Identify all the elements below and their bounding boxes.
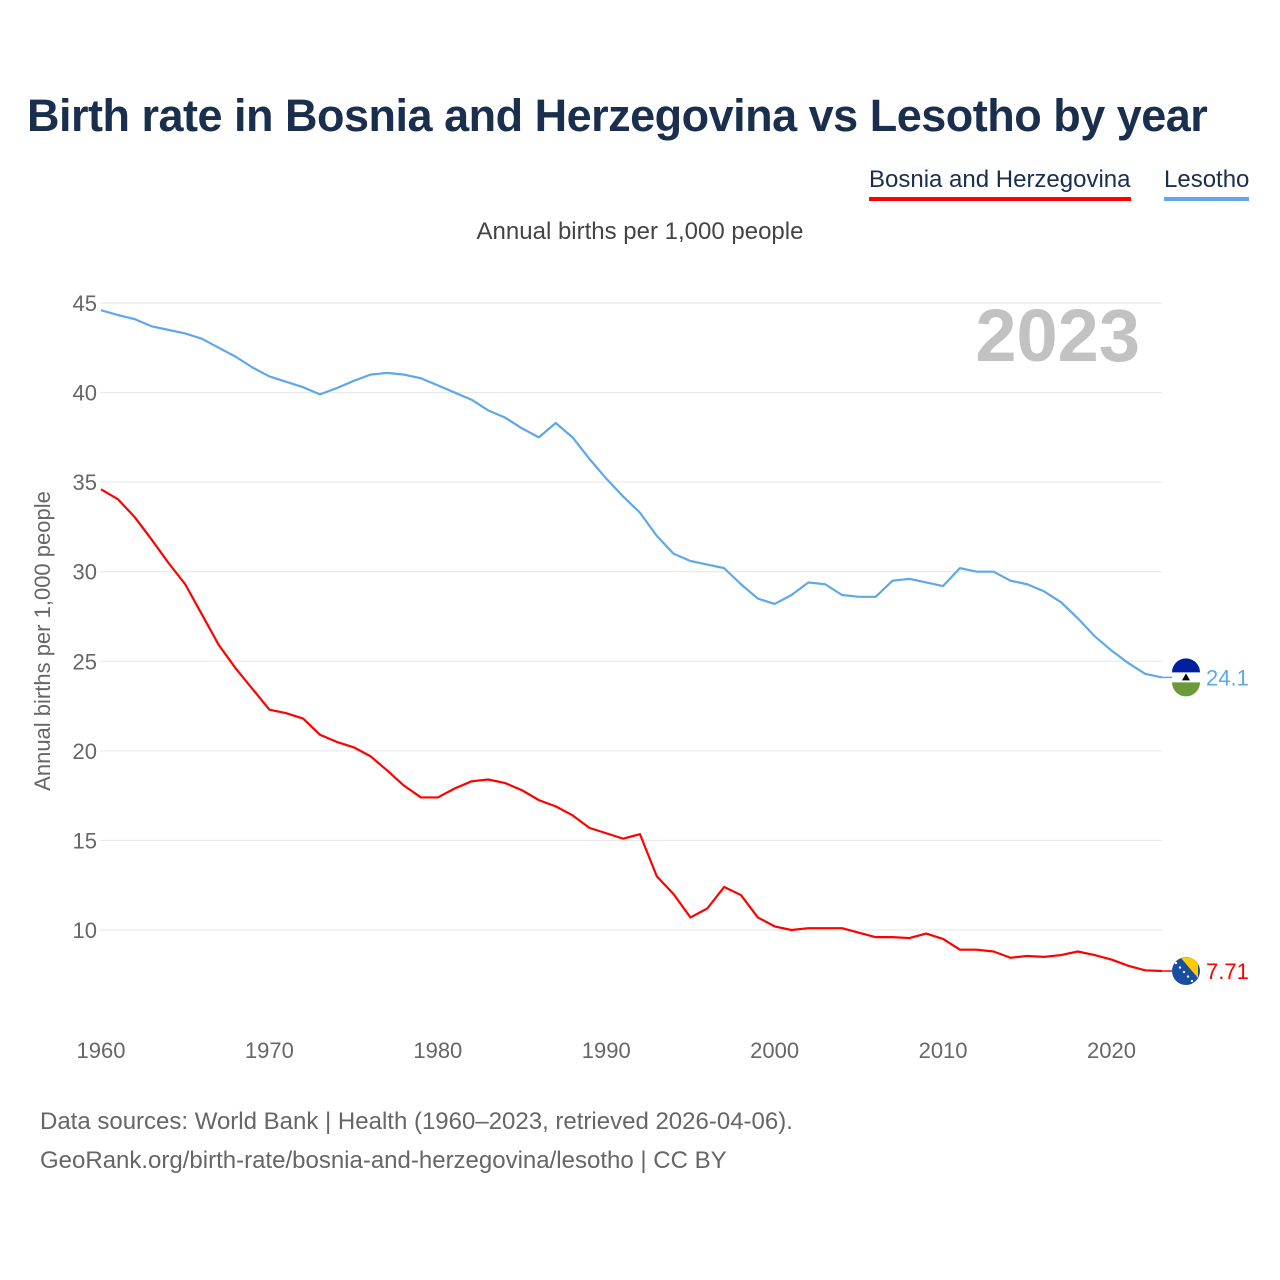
bosnia-flag-icon [1190,979,1194,983]
footer-source: Data sources: World Bank | Health (1960–… [40,1108,793,1135]
chart-subtitle: Annual births per 1,000 people [476,218,804,245]
lesotho-flag-icon [1172,658,1200,673]
y-tick-label: 30 [73,560,97,585]
y-tick-label: 15 [73,828,97,853]
y-tick-label: 35 [73,470,97,495]
y-tick-label: 45 [73,291,97,316]
end-value-label: 7.71 [1206,959,1249,984]
bosnia-flag-icon [1186,975,1190,978]
y-tick-label: 10 [73,918,97,943]
y-tick-label: 20 [73,739,97,764]
y-axis-label: Annual births per 1,000 people [30,491,55,791]
x-tick-label: 1960 [77,1038,126,1063]
legend-bosnia[interactable]: Bosnia and Herzegovina [869,166,1131,201]
year-watermark: 2023 [975,294,1140,377]
end-value-label: 24.1 [1206,665,1249,690]
y-tick-label: 25 [73,649,97,674]
series-line-lesotho [100,309,1163,679]
x-tick-label: 2010 [919,1038,968,1063]
x-tick-label: 1980 [413,1038,462,1063]
bosnia-flag-icon [1178,966,1182,969]
bosnia-flag-icon [1181,957,1198,979]
chart-title: Birth rate in Bosnia and Herzegovina vs … [27,90,1208,141]
legend-lesotho[interactable]: Lesotho [1164,166,1250,201]
x-tick-label: 1990 [582,1038,631,1063]
y-tick-label: 40 [73,381,97,406]
bosnia-flag-icon [1174,961,1178,965]
x-tick-label: 2020 [1087,1038,1136,1063]
x-tick-label: 1970 [245,1038,294,1063]
series-line-bosnia [100,488,1163,973]
footer-link[interactable]: GeoRank.org/birth-rate/bosnia-and-herzeg… [40,1147,727,1174]
lesotho-flag-icon [1172,682,1200,697]
lesotho-flag-icon [1182,673,1190,681]
x-tick-label: 2000 [750,1038,799,1063]
bosnia-flag-icon [1182,970,1186,974]
